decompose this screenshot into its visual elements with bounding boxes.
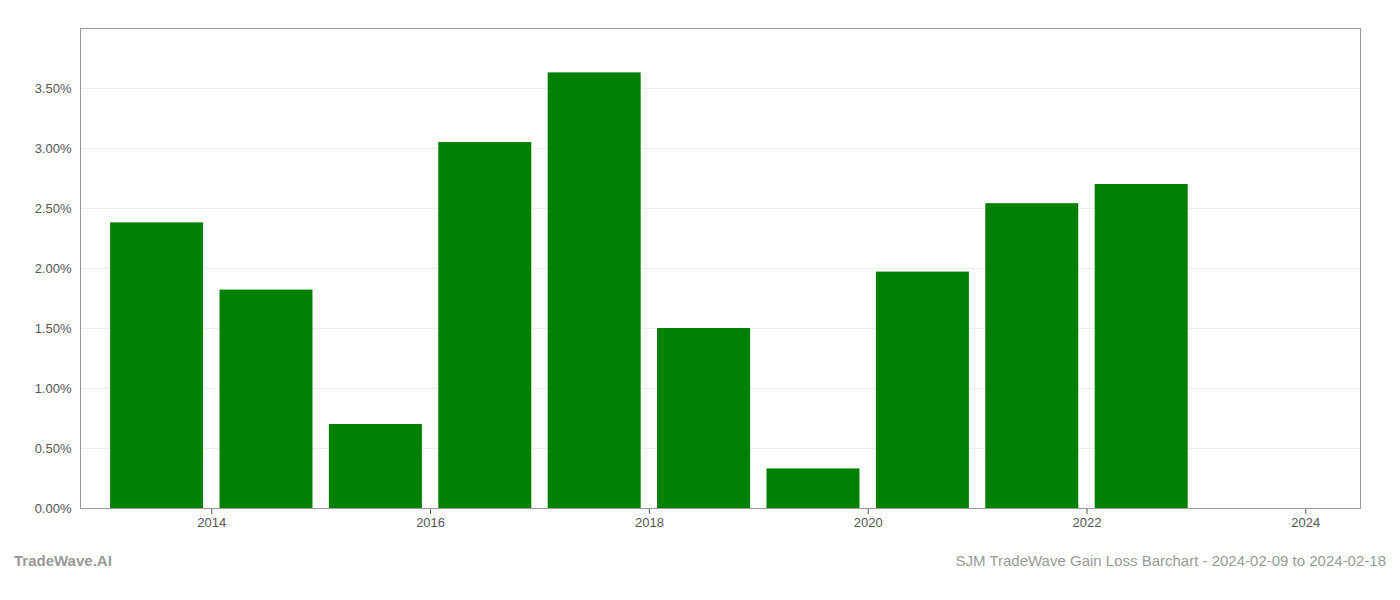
svg-text:3.50%: 3.50% [35, 81, 72, 96]
html-text:TradeWave.AI: TradeWave.AI [14, 552, 112, 569]
svg-text:1.50%: 1.50% [35, 321, 72, 336]
svg-text:3.00%: 3.00% [35, 141, 72, 156]
html-text:SJM TradeWave Gain Loss Barcha: SJM TradeWave Gain Loss Barchart - 2024-… [955, 552, 1386, 569]
svg-text:2.50%: 2.50% [35, 201, 72, 216]
svg-text:1.00%: 1.00% [35, 381, 72, 396]
svg-text:2024: 2024 [1291, 515, 1320, 530]
svg-text:2022: 2022 [1073, 515, 1102, 530]
svg-text:0.50%: 0.50% [35, 441, 72, 456]
svg-text:2014: 2014 [197, 515, 226, 530]
svg-text:2020: 2020 [854, 515, 883, 530]
svg-text:0.00%: 0.00% [35, 501, 72, 516]
svg-text:2016: 2016 [416, 515, 445, 530]
svg-text:2.00%: 2.00% [35, 261, 72, 276]
svg-text:2018: 2018 [635, 515, 664, 530]
